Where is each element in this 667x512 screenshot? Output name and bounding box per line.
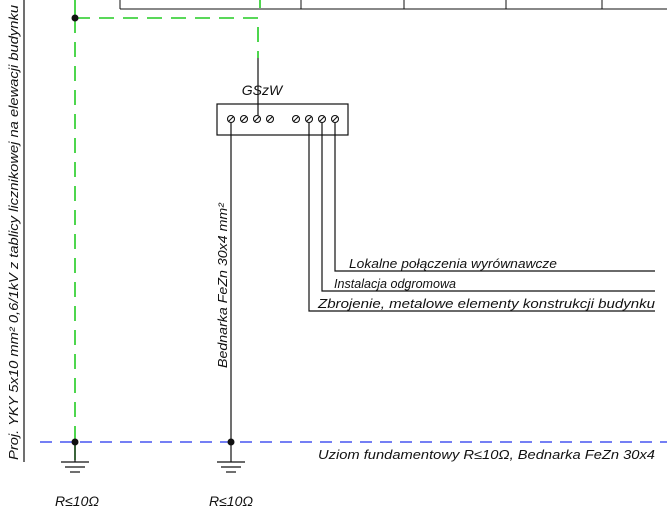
black-conductors [230,58,655,442]
pe-conductor [74,0,261,460]
gszw-terminal-bar [216,103,349,136]
resistance-right-label: R≤10Ω [209,493,253,509]
terminal-screws [226,114,340,124]
top-table-fragment [119,0,667,10]
rebar-label: Zbrojenie, metalowe elementy konstrukcji… [317,296,655,311]
lightning-protection-label: Instalacja odgromowa [334,276,456,291]
resistance-left-label: R≤10Ω [55,493,99,509]
junction-dot-top [71,14,79,22]
local-bonding-label: Lokalne połączenia wyrównawcze [349,256,557,271]
foundation-earth-label: Uziom fundamentowy R≤10Ω, Bednarka FeZn … [318,447,655,462]
bednarka-label: Bednarka FeZn 30x4 mm² [215,202,230,368]
vertical-cable-label: Proj. YKY 5x10 mm² 0,6/1kV z tablicy lic… [6,5,21,460]
gszw-label: GSzW [242,82,284,98]
earth-symbol-right [217,442,245,473]
earth-symbol-left [61,442,89,473]
